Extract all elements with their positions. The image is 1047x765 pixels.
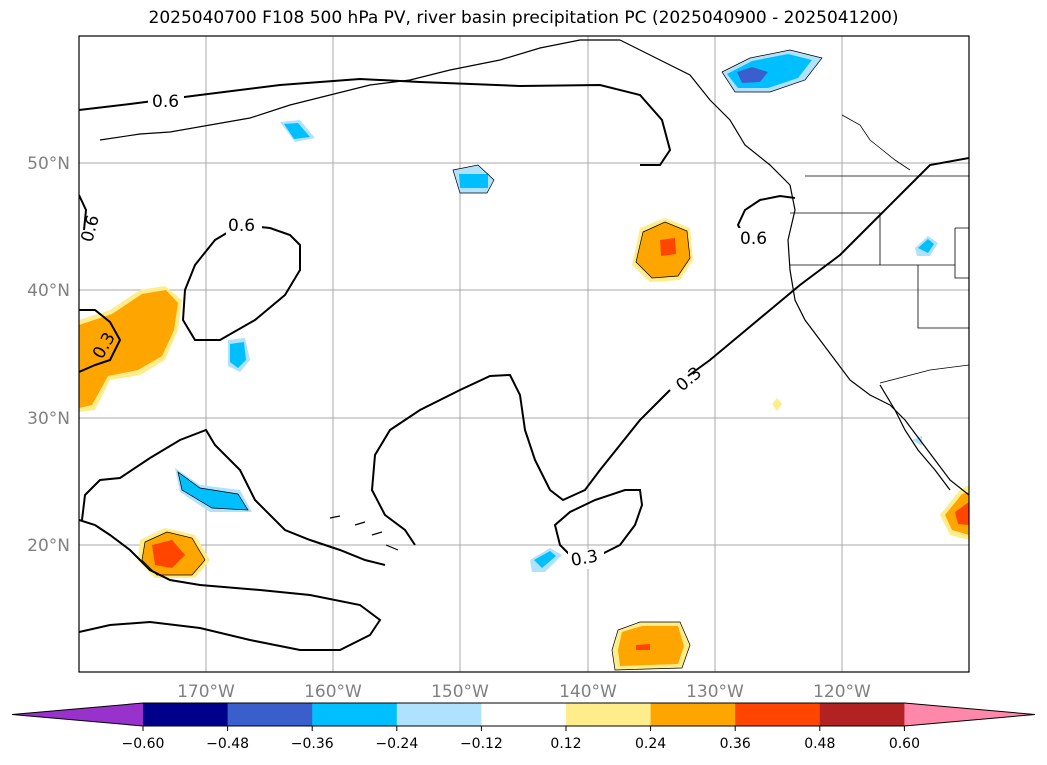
contour-label: 0.6 — [740, 229, 767, 249]
lat-label: 20°N — [27, 536, 70, 556]
lat-label: 50°N — [27, 154, 70, 174]
colorbar-tick-label: −0.24 — [375, 736, 418, 752]
lat-label: 30°N — [27, 409, 70, 429]
map-title: 2025040700 F108 500 hPa PV, river basin … — [148, 8, 899, 28]
contour-label: 0.6 — [152, 92, 179, 112]
colorbar-tick-label: 0.12 — [550, 736, 581, 752]
borders — [790, 114, 969, 384]
lon-label: 140°W — [559, 682, 617, 702]
colorbar-swatch — [819, 703, 905, 726]
coastlines — [99, 39, 969, 551]
colorbar-swatch — [650, 703, 736, 726]
map-frame — [78, 35, 970, 673]
pv-contour-labels: 0.6 0.6 0.6 0.6 0.3 0.3 0.3 — [78, 90, 772, 571]
contour-label: 0.3 — [569, 547, 599, 571]
colorbar-swatch — [312, 703, 398, 726]
lon-label: 130°W — [686, 682, 744, 702]
contour-label: 0.6 — [78, 213, 104, 244]
colorbar-extend-max — [904, 703, 1035, 726]
contour-label: 0.3 — [672, 363, 706, 396]
colorbar-tick-label: −0.12 — [460, 736, 503, 752]
pv-contours — [79, 77, 969, 651]
colorbar-swatch — [227, 703, 313, 726]
lon-label: 170°W — [177, 682, 235, 702]
lon-label: 160°W — [304, 682, 362, 702]
colorbar-tick-label: −0.48 — [206, 736, 249, 752]
contour-label: 0.6 — [228, 216, 255, 236]
longitude-labels: 170°W 160°W 150°W 140°W 130°W 120°W — [177, 682, 871, 702]
latitude-labels: 50°N 40°N 30°N 20°N — [27, 154, 70, 556]
lon-label: 150°W — [431, 682, 489, 702]
colorbar-swatch — [481, 703, 567, 726]
map-area: 0.6 0.6 0.6 0.6 0.3 0.3 0.3 — [78, 36, 969, 672]
graticule — [79, 36, 969, 672]
colorbar-tick-label: −0.60 — [122, 736, 165, 752]
colorbar-swatch — [143, 703, 229, 726]
colorbar: −0.60 −0.48 −0.36 −0.24 −0.12 0.12 0.24 0.36 0.4… — [11, 702, 1036, 752]
shading-outlines — [141, 49, 823, 671]
colorbar-swatch — [566, 703, 652, 726]
colorbar-swatch — [396, 703, 482, 726]
colorbar-tick-label: 0.48 — [804, 736, 835, 752]
lat-label: 40°N — [27, 281, 70, 301]
colorbar-swatch — [735, 703, 821, 726]
lon-label: 120°W — [813, 682, 871, 702]
colorbar-extend-min — [12, 703, 143, 726]
colorbar-tick-label: 0.60 — [889, 736, 920, 752]
precip-shading — [79, 50, 969, 670]
colorbar-tick-label: 0.36 — [720, 736, 751, 752]
colorbar-tick-label: −0.36 — [291, 736, 334, 752]
colorbar-tick-label: 0.24 — [635, 736, 666, 752]
